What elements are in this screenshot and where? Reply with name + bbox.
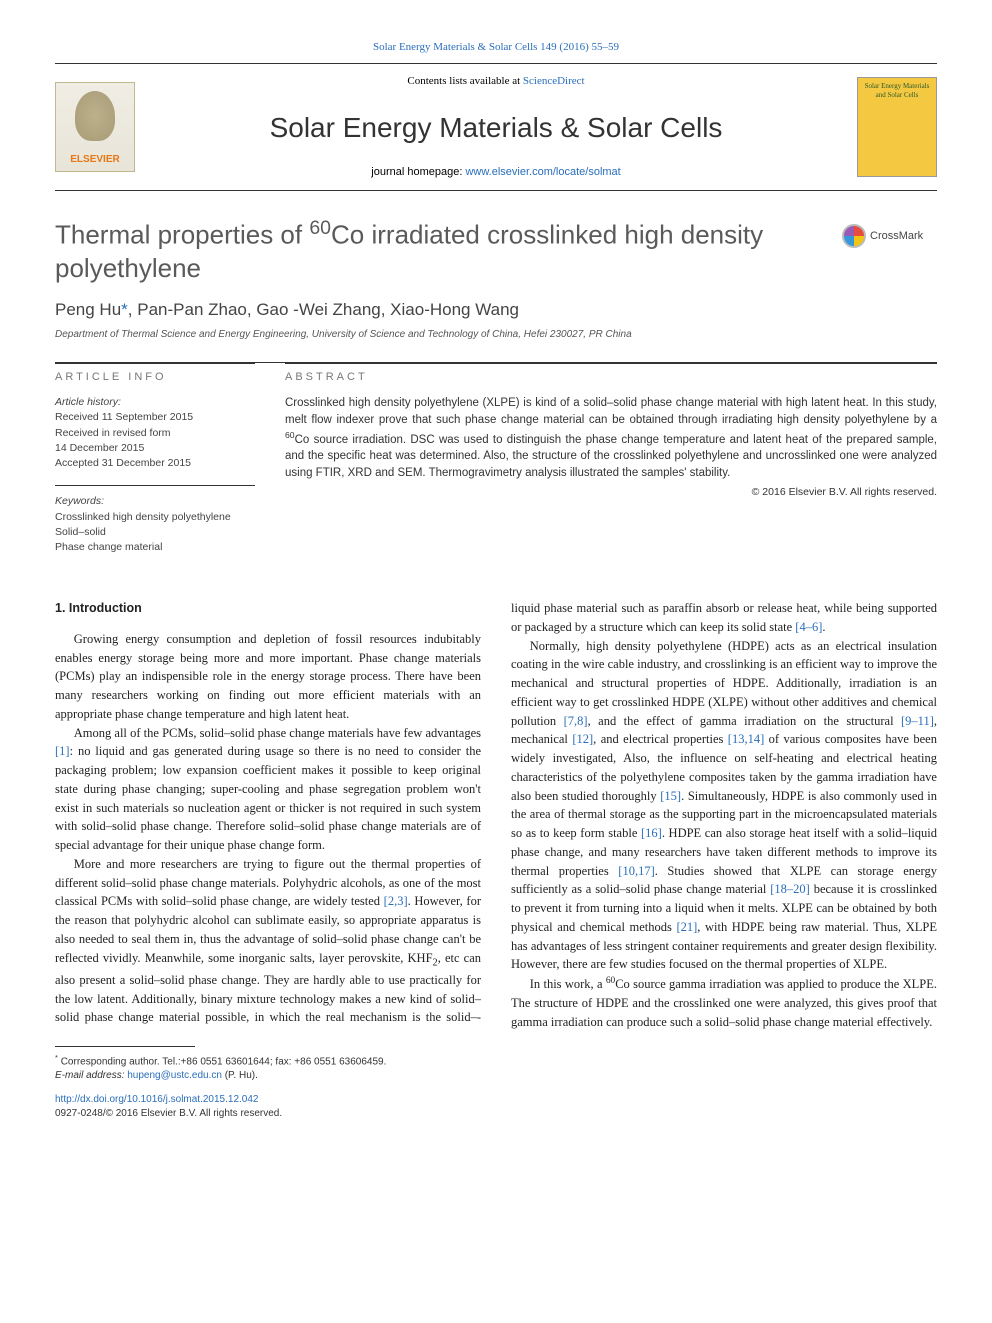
issn-copyright-line: 0927-0248/© 2016 Elsevier B.V. All right… [55, 1107, 937, 1121]
body-columns: 1. Introduction Growing energy consumpti… [55, 599, 937, 1031]
journal-title: Solar Energy Materials & Solar Cells [150, 108, 842, 147]
body-paragraph: Among all of the PCMs, solid–solid phase… [55, 724, 481, 855]
crossmark-badge[interactable]: CrossMark [842, 222, 937, 250]
journal-homepage-link[interactable]: www.elsevier.com/locate/solmat [465, 166, 620, 178]
journal-cover-thumb[interactable]: Solar Energy Materials and Solar Cells [857, 77, 937, 177]
history-line: Accepted 31 December 2015 [55, 456, 255, 471]
article-info-heading: ARTICLE INFO [55, 370, 255, 385]
history-line: 14 December 2015 [55, 441, 255, 456]
contents-available-line: Contents lists available at ScienceDirec… [150, 74, 842, 89]
body-paragraph: Normally, high density polyethylene (HDP… [511, 637, 937, 975]
history-line: Received 11 September 2015 [55, 410, 255, 425]
abstract-box: ABSTRACT Crosslinked high density polyet… [285, 363, 937, 569]
journal-homepage-line: journal homepage: www.elsevier.com/locat… [150, 165, 842, 180]
body-paragraph: Growing energy consumption and depletion… [55, 630, 481, 724]
body-paragraph: In this work, a 60Co source gamma irradi… [511, 974, 937, 1031]
doi-link[interactable]: http://dx.doi.org/10.1016/j.solmat.2015.… [55, 1093, 937, 1107]
abstract-copyright: © 2016 Elsevier B.V. All rights reserved… [285, 485, 937, 500]
authors-line: Peng Hu*, Pan-Pan Zhao, Gao -Wei Zhang, … [55, 298, 937, 322]
keyword: Phase change material [55, 540, 255, 555]
affiliation: Department of Thermal Science and Energy… [55, 328, 937, 342]
paper-title: Thermal properties of 60Co irradiated cr… [55, 216, 842, 284]
keyword: Crosslinked high density polyethylene [55, 510, 255, 525]
section-heading: 1. Introduction [55, 599, 481, 618]
abstract-text: Crosslinked high density polyethylene (X… [285, 395, 937, 481]
corr-email-link[interactable]: hupeng@ustc.edu.cn [127, 1070, 222, 1081]
sciencedirect-link[interactable]: ScienceDirect [523, 75, 585, 87]
citation-link[interactable]: Solar Energy Materials & Solar Cells 149… [55, 40, 937, 55]
article-info-box: ARTICLE INFO Article history: Received 1… [55, 363, 255, 569]
keyword: Solid–solid [55, 525, 255, 540]
history-line: Received in revised form [55, 426, 255, 441]
crossmark-icon [842, 224, 866, 248]
journal-header: ELSEVIER Contents lists available at Sci… [55, 63, 937, 191]
footnote-separator [55, 1046, 195, 1047]
abstract-heading: ABSTRACT [285, 370, 937, 385]
elsevier-logo[interactable]: ELSEVIER [55, 82, 135, 172]
corresponding-author-footnote: * Corresponding author. Tel.:+86 0551 63… [55, 1053, 937, 1083]
header-center: Contents lists available at ScienceDirec… [150, 74, 842, 180]
keywords-block: Keywords: Crosslinked high density polye… [55, 485, 255, 555]
article-history: Article history: Received 11 September 2… [55, 395, 255, 471]
